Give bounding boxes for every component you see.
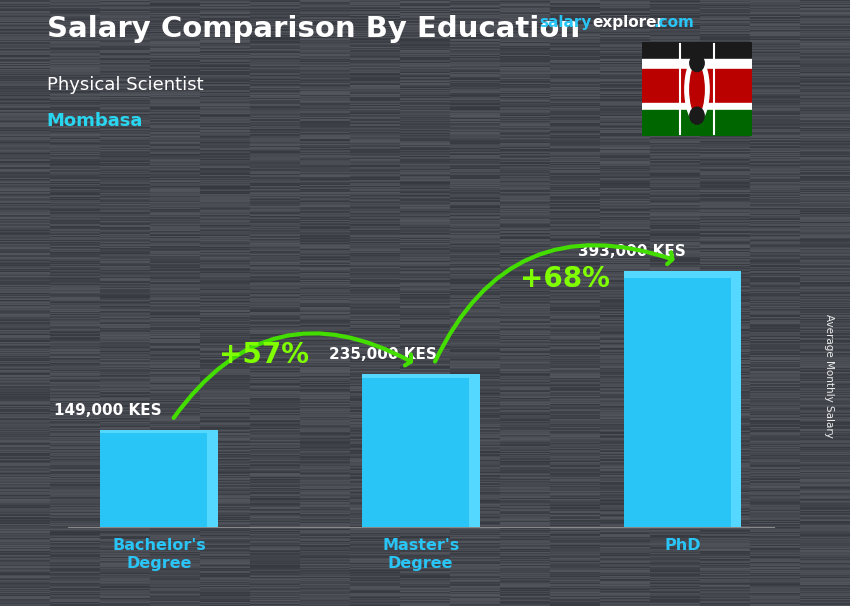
Text: Mombasa: Mombasa <box>47 112 143 130</box>
Text: Salary Comparison By Education: Salary Comparison By Education <box>47 15 580 43</box>
Bar <box>642 42 752 61</box>
Bar <box>642 110 752 136</box>
Text: 235,000 KES: 235,000 KES <box>329 347 437 362</box>
Bar <box>100 430 218 433</box>
Text: +68%: +68% <box>520 265 609 293</box>
Bar <box>642 102 752 110</box>
Text: 393,000 KES: 393,000 KES <box>578 244 686 259</box>
Text: +57%: +57% <box>218 341 309 369</box>
Bar <box>731 271 741 527</box>
Text: .com: .com <box>654 15 694 30</box>
Ellipse shape <box>690 55 704 72</box>
Ellipse shape <box>690 107 704 124</box>
Text: salary: salary <box>540 15 592 30</box>
Bar <box>207 430 218 527</box>
Bar <box>624 271 741 278</box>
Ellipse shape <box>685 56 709 122</box>
Ellipse shape <box>690 65 704 114</box>
Bar <box>100 430 218 527</box>
Bar <box>362 374 479 379</box>
Bar <box>642 59 752 68</box>
Text: Physical Scientist: Physical Scientist <box>47 76 203 94</box>
Bar <box>362 374 479 527</box>
Bar <box>624 271 741 527</box>
Text: explorer: explorer <box>592 15 665 30</box>
Text: 149,000 KES: 149,000 KES <box>54 403 162 418</box>
Text: Average Monthly Salary: Average Monthly Salary <box>824 314 834 438</box>
Bar <box>469 374 479 527</box>
Bar <box>642 68 752 102</box>
